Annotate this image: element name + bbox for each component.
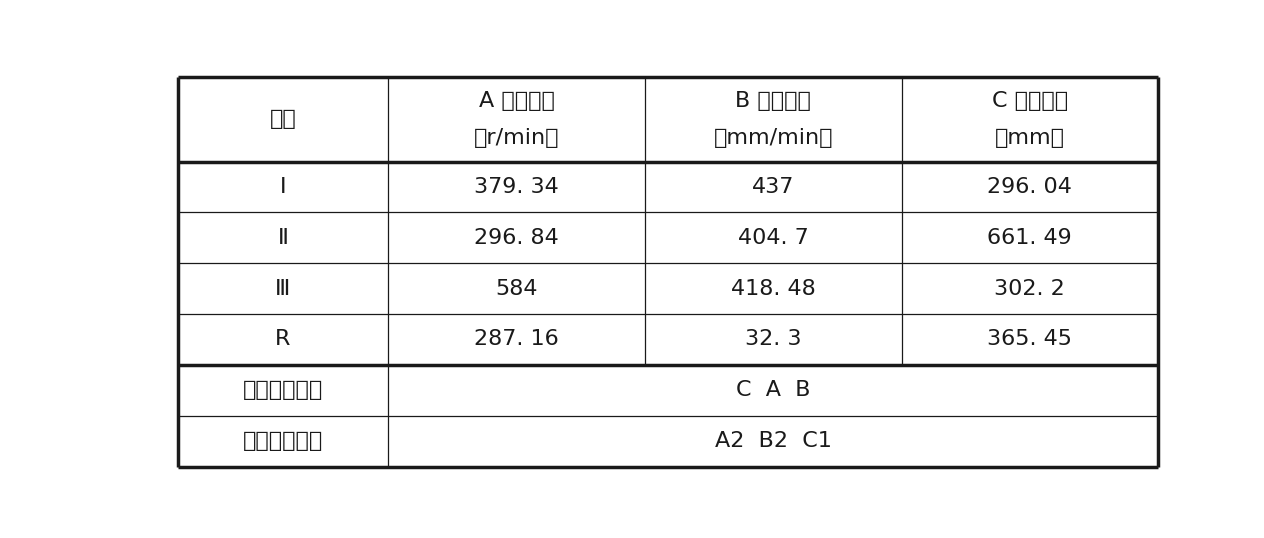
Text: 379. 34: 379. 34 — [474, 177, 559, 197]
Text: R: R — [276, 329, 291, 350]
Text: B 进给速度: B 进给速度 — [736, 90, 811, 111]
Text: A 主轴转速: A 主轴转速 — [479, 90, 555, 111]
Text: 因素: 因素 — [269, 109, 296, 129]
Text: Ⅲ: Ⅲ — [276, 279, 291, 299]
Text: C 铣削深度: C 铣削深度 — [992, 90, 1068, 111]
Text: Ⅱ: Ⅱ — [278, 228, 288, 248]
Text: 287. 16: 287. 16 — [474, 329, 559, 350]
Text: 32. 3: 32. 3 — [744, 329, 801, 350]
Text: 404. 7: 404. 7 — [738, 228, 809, 248]
Text: 302. 2: 302. 2 — [995, 279, 1066, 299]
Text: 最优参数组合: 最优参数组合 — [243, 431, 324, 451]
Text: 296. 04: 296. 04 — [987, 177, 1072, 197]
Text: （r/min）: （r/min） — [474, 128, 559, 148]
Text: （mm/min）: （mm/min） — [713, 128, 833, 148]
Text: 365. 45: 365. 45 — [987, 329, 1072, 350]
Text: 296. 84: 296. 84 — [474, 228, 559, 248]
Text: 主次影响程度: 主次影响程度 — [243, 380, 324, 400]
Text: Ⅰ: Ⅰ — [279, 177, 286, 197]
Text: 418. 48: 418. 48 — [731, 279, 815, 299]
Text: 584: 584 — [495, 279, 537, 299]
Text: C  A  B: C A B — [736, 380, 810, 400]
Text: 437: 437 — [752, 177, 794, 197]
Text: A2  B2  C1: A2 B2 C1 — [714, 431, 832, 451]
Text: 661. 49: 661. 49 — [987, 228, 1072, 248]
Text: （mm）: （mm） — [995, 128, 1064, 148]
